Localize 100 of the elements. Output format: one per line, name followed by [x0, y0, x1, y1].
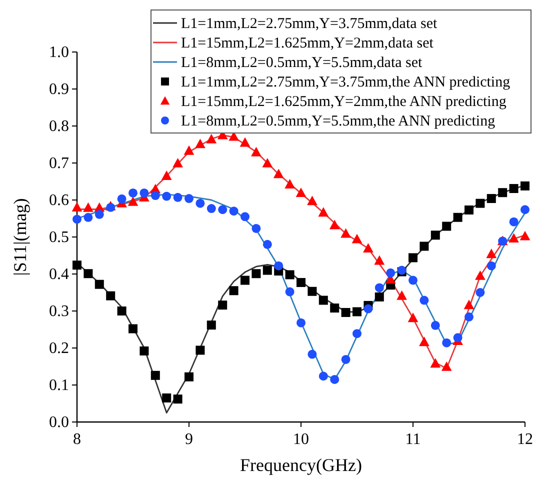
point — [273, 168, 284, 178]
point — [128, 188, 138, 198]
point — [476, 288, 485, 297]
y-tick-label: 0.4 — [49, 266, 69, 283]
point — [408, 312, 418, 322]
point — [408, 253, 418, 262]
point — [374, 292, 384, 302]
point — [296, 278, 306, 288]
point — [196, 346, 205, 355]
y-tick-label: 0.6 — [49, 192, 69, 209]
point — [252, 224, 261, 233]
y-tick-label: 0.8 — [49, 118, 69, 135]
x-tick-label: 10 — [293, 431, 309, 448]
y-tick-label: 0.2 — [49, 340, 69, 357]
point — [83, 202, 94, 212]
point — [229, 206, 238, 216]
point — [329, 220, 340, 230]
point — [285, 287, 294, 296]
point — [498, 188, 508, 198]
point — [274, 261, 284, 270]
legend-label: L1=1mm,L2=2.75mm,Y=3.75mm,data set — [181, 16, 438, 32]
point — [330, 304, 340, 313]
point — [352, 307, 362, 316]
y-tick-label: 0.0 — [49, 414, 69, 431]
y-tick-label: 0.9 — [49, 81, 69, 98]
point — [486, 261, 496, 270]
point — [453, 212, 462, 222]
point — [240, 137, 250, 147]
point — [430, 358, 441, 368]
point — [486, 248, 497, 258]
point — [173, 192, 182, 202]
point — [475, 270, 486, 280]
legend-label: L1=8mm,L2=0.5mm,Y=5.5mm,data set — [181, 55, 424, 71]
point — [252, 269, 261, 278]
x-tick-label: 12 — [517, 431, 533, 448]
point — [262, 158, 273, 168]
point — [307, 196, 318, 206]
point — [161, 170, 172, 180]
point — [140, 188, 149, 198]
point — [363, 243, 374, 253]
point — [162, 393, 172, 402]
point — [341, 308, 350, 317]
point — [72, 214, 82, 224]
point — [251, 146, 262, 156]
point — [419, 336, 430, 346]
y-tick-label: 0.5 — [49, 229, 69, 246]
y-tick-label: 0.7 — [49, 155, 69, 172]
point — [162, 192, 172, 201]
legend-label: L1=1mm,L2=2.75mm,Y=3.75mm,the ANN predicting — [181, 74, 511, 90]
point — [430, 320, 440, 330]
point — [308, 350, 317, 359]
point — [340, 228, 351, 238]
point — [364, 304, 373, 314]
point — [262, 240, 272, 249]
point — [229, 286, 238, 296]
point — [150, 370, 160, 380]
point — [509, 217, 518, 226]
point — [84, 269, 93, 278]
point — [240, 212, 250, 222]
y-tick-label: 0.3 — [49, 303, 69, 320]
point — [318, 207, 329, 217]
point — [308, 286, 317, 296]
point — [520, 181, 530, 190]
point — [464, 312, 474, 322]
point — [330, 374, 340, 384]
point — [218, 205, 228, 214]
point — [128, 196, 138, 206]
point — [396, 290, 407, 300]
point — [196, 198, 205, 208]
point — [386, 268, 396, 278]
point — [352, 329, 362, 338]
point — [172, 158, 183, 168]
point — [84, 212, 93, 222]
x-tick-label: 9 — [185, 431, 193, 448]
x-tick-label: 8 — [73, 431, 81, 448]
legend-label: L1=15mm,L2=1.625mm,Y=2mm,the ANN predicting — [181, 94, 507, 110]
point — [318, 372, 328, 381]
point — [352, 234, 362, 244]
point — [296, 318, 306, 328]
point — [195, 138, 206, 148]
y-tick-label: 0.1 — [49, 377, 69, 394]
point — [117, 194, 126, 204]
point — [184, 145, 194, 155]
point — [173, 394, 182, 404]
x-axis-title: Frequency(GHz) — [240, 455, 362, 475]
point — [296, 188, 306, 198]
point — [72, 202, 82, 212]
point — [128, 324, 138, 334]
point — [94, 280, 104, 289]
point — [184, 372, 194, 382]
point — [117, 306, 126, 316]
point — [284, 179, 295, 189]
point — [218, 300, 228, 310]
point — [520, 205, 530, 214]
point — [430, 230, 440, 240]
point — [442, 338, 452, 348]
point — [520, 230, 530, 240]
point — [72, 260, 82, 270]
point — [184, 194, 194, 204]
y-axis-title: |S11|(mag) — [10, 198, 30, 276]
